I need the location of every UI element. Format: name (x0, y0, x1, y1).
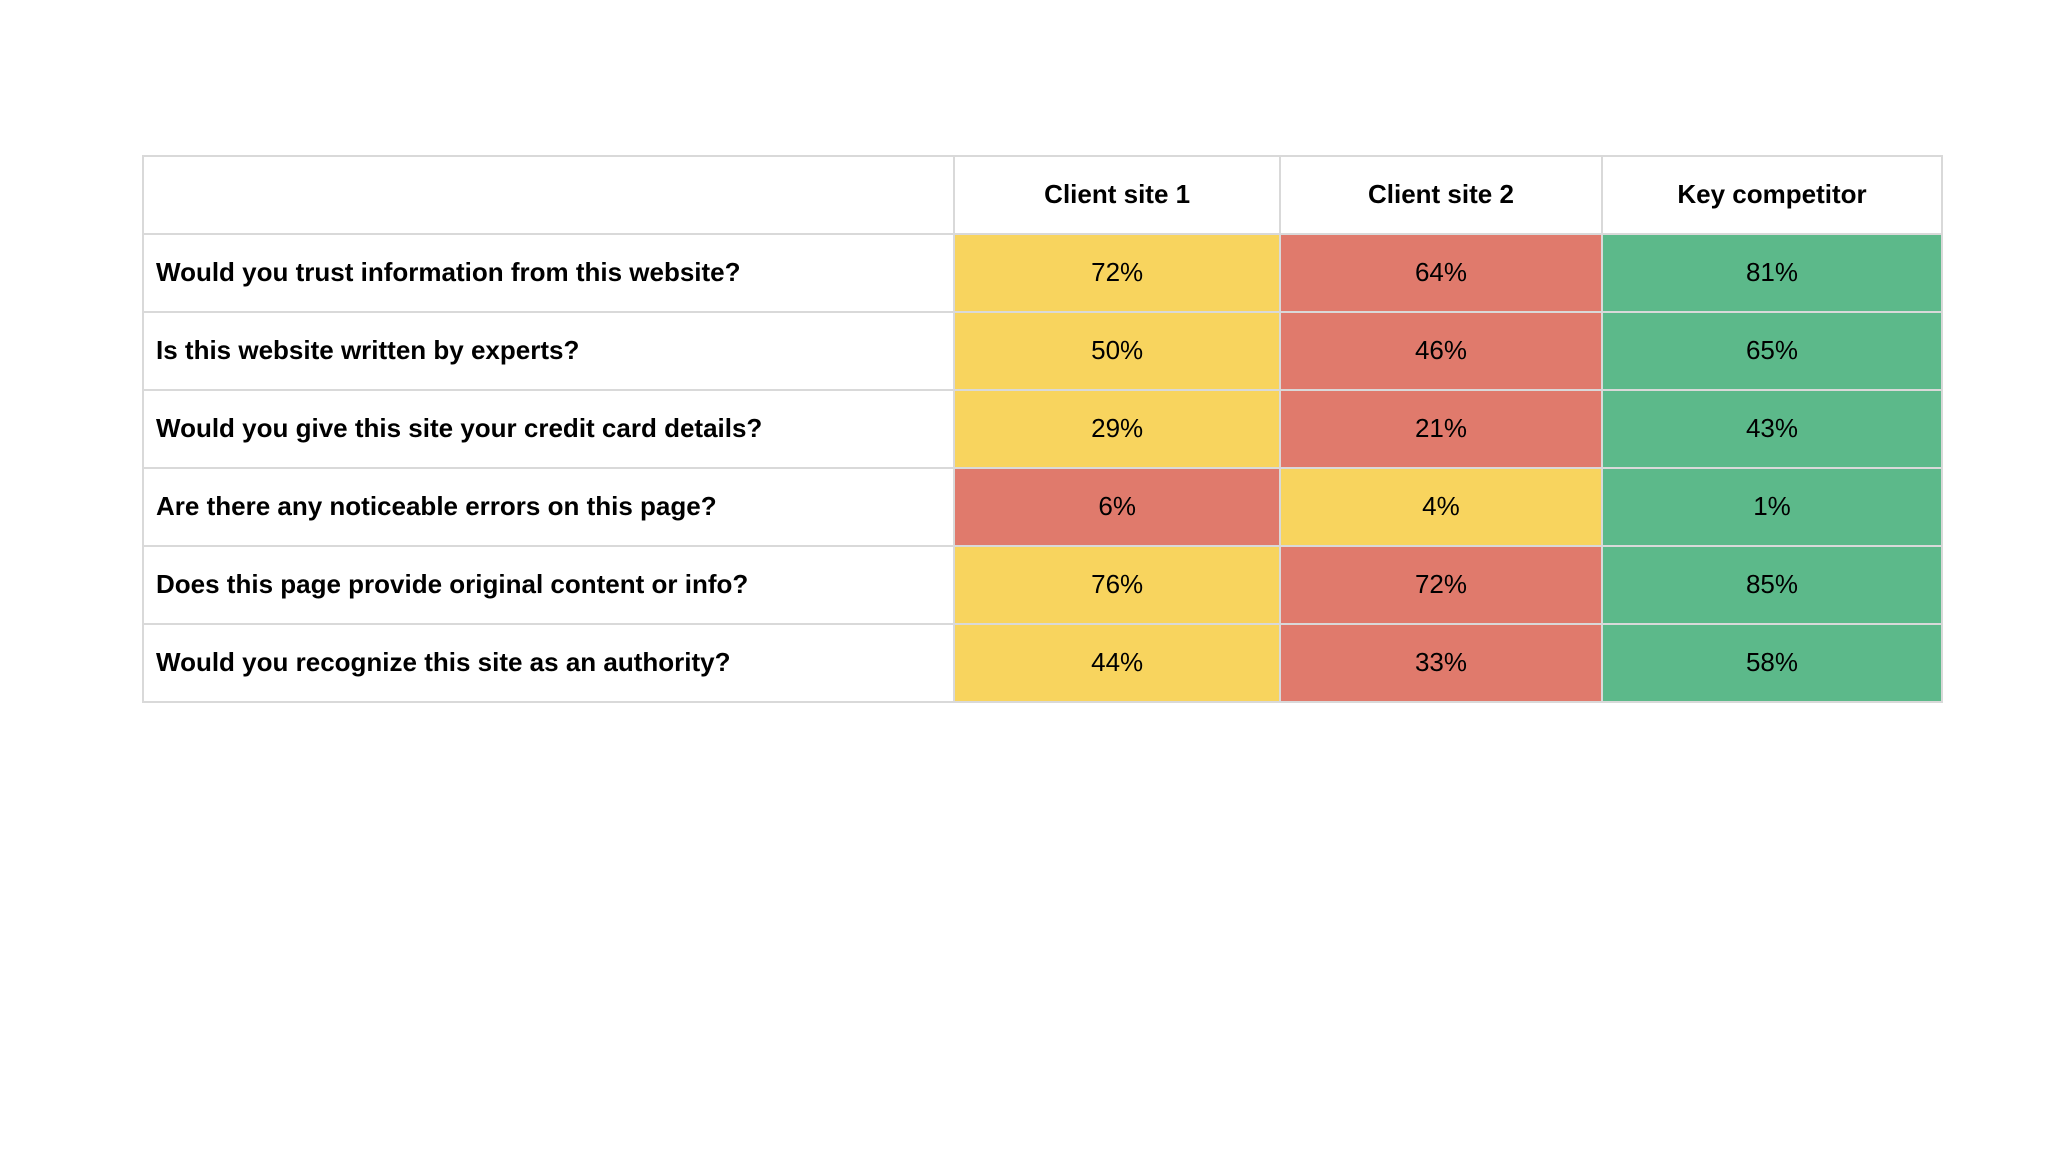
table-row: Would you give this site your credit car… (141, 389, 1944, 469)
column-header-client-site-1: Client site 1 (953, 155, 1281, 235)
value-cell: 44% (953, 623, 1281, 703)
column-header-client-site-2: Client site 2 (1278, 155, 1603, 235)
value-cell: 33% (1278, 623, 1603, 703)
value-cell: 21% (1278, 389, 1603, 469)
question-cell: Would you trust information from this we… (141, 233, 956, 313)
question-cell: Are there any noticeable errors on this … (141, 467, 956, 547)
question-cell: Does this page provide original content … (141, 545, 956, 625)
table-row: Does this page provide original content … (141, 545, 1944, 625)
value-cell: 4% (1278, 467, 1603, 547)
value-cell: 65% (1600, 311, 1944, 391)
value-cell: 76% (953, 545, 1281, 625)
value-cell: 43% (1600, 389, 1944, 469)
question-cell: Is this website written by experts? (141, 311, 956, 391)
value-cell: 72% (953, 233, 1281, 313)
value-cell: 6% (953, 467, 1281, 547)
header-row: Client site 1 Client site 2 Key competit… (141, 155, 1944, 235)
value-cell: 72% (1278, 545, 1603, 625)
value-cell: 50% (953, 311, 1281, 391)
value-cell: 29% (953, 389, 1281, 469)
value-cell: 46% (1278, 311, 1603, 391)
comparison-table: Client site 1 Client site 2 Key competit… (141, 155, 1944, 703)
question-cell: Would you give this site your credit car… (141, 389, 956, 469)
value-cell: 58% (1600, 623, 1944, 703)
table-row: Would you trust information from this we… (141, 233, 1944, 313)
table-row: Are there any noticeable errors on this … (141, 467, 1944, 547)
value-cell: 81% (1600, 233, 1944, 313)
question-cell: Would you recognize this site as an auth… (141, 623, 956, 703)
column-header-key-competitor: Key competitor (1600, 155, 1944, 235)
header-empty-cell (141, 155, 956, 235)
value-cell: 85% (1600, 545, 1944, 625)
table-row: Would you recognize this site as an auth… (141, 623, 1944, 703)
value-cell: 1% (1600, 467, 1944, 547)
value-cell: 64% (1278, 233, 1603, 313)
table-row: Is this website written by experts? 50% … (141, 311, 1944, 391)
